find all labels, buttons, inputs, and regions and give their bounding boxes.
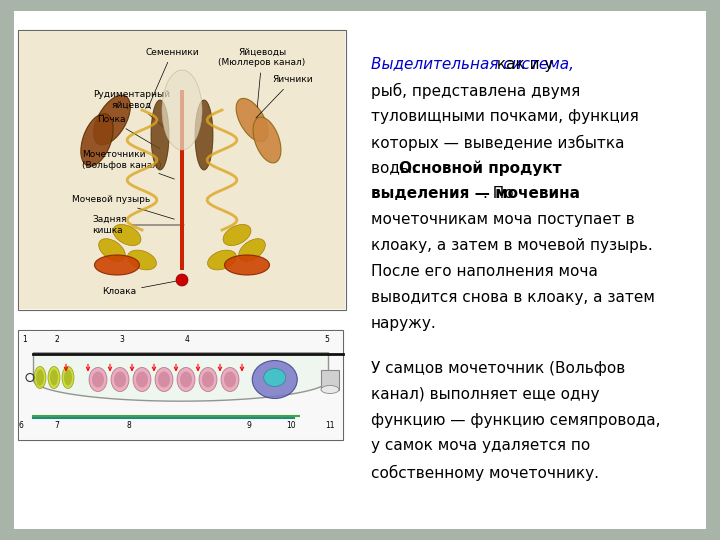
Text: воды.: воды. bbox=[371, 160, 421, 176]
Ellipse shape bbox=[94, 255, 140, 275]
Text: 1: 1 bbox=[22, 335, 27, 344]
Text: Мочевой пузырь: Мочевой пузырь bbox=[72, 195, 174, 219]
Ellipse shape bbox=[48, 367, 60, 388]
Text: 6: 6 bbox=[19, 422, 24, 430]
Ellipse shape bbox=[89, 368, 107, 392]
Ellipse shape bbox=[62, 367, 74, 388]
Ellipse shape bbox=[195, 100, 213, 170]
Ellipse shape bbox=[221, 368, 239, 392]
Text: Основной продукт: Основной продукт bbox=[399, 160, 562, 176]
Ellipse shape bbox=[113, 225, 141, 246]
Text: 2: 2 bbox=[55, 335, 59, 344]
Ellipse shape bbox=[36, 369, 44, 386]
Ellipse shape bbox=[136, 372, 148, 388]
Text: 4: 4 bbox=[184, 335, 189, 344]
Text: рыб, представлена двумя: рыб, представлена двумя bbox=[371, 83, 580, 99]
Text: Мочеточники
(Вольфов канал): Мочеточники (Вольфов канал) bbox=[82, 150, 174, 179]
Text: 3: 3 bbox=[120, 335, 125, 344]
Text: функцию — функцию семяпровода,: функцию — функцию семяпровода, bbox=[371, 413, 660, 428]
Bar bbox=[180, 90, 184, 270]
Ellipse shape bbox=[92, 372, 104, 388]
Text: После его наполнения моча: После его наполнения моча bbox=[371, 264, 598, 279]
Ellipse shape bbox=[252, 361, 297, 399]
Bar bbox=[19, 31, 345, 309]
Text: Яйцеводы
(Мюллеров канал): Яйцеводы (Мюллеров канал) bbox=[218, 48, 305, 107]
Text: . По: . По bbox=[483, 186, 514, 201]
Ellipse shape bbox=[253, 117, 281, 163]
Ellipse shape bbox=[94, 95, 130, 145]
Ellipse shape bbox=[155, 368, 173, 392]
Text: Выделительная система,: Выделительная система, bbox=[371, 57, 574, 72]
Text: Семенники: Семенники bbox=[145, 48, 199, 107]
Ellipse shape bbox=[34, 367, 46, 388]
Text: выводится снова в клоаку, а затем: выводится снова в клоаку, а затем bbox=[371, 290, 654, 305]
Text: Задняя
кишка: Задняя кишка bbox=[92, 215, 184, 235]
Bar bbox=[18, 330, 343, 440]
Ellipse shape bbox=[151, 100, 169, 170]
Bar bbox=[19, 331, 342, 439]
Ellipse shape bbox=[111, 368, 129, 392]
Ellipse shape bbox=[177, 368, 195, 392]
Ellipse shape bbox=[158, 372, 170, 388]
Text: которых — выведение избытка: которых — выведение избытка bbox=[371, 134, 624, 151]
Ellipse shape bbox=[127, 250, 156, 270]
Text: как и у: как и у bbox=[492, 57, 553, 72]
Ellipse shape bbox=[81, 114, 113, 166]
Ellipse shape bbox=[264, 368, 286, 387]
Text: наружу.: наружу. bbox=[371, 316, 436, 331]
Text: клоаку, а затем в мочевой пузырь.: клоаку, а затем в мочевой пузырь. bbox=[371, 238, 652, 253]
Ellipse shape bbox=[223, 225, 251, 246]
Ellipse shape bbox=[321, 386, 339, 394]
Ellipse shape bbox=[207, 250, 236, 270]
Text: туловищными почками, функция: туловищными почками, функция bbox=[371, 109, 639, 124]
Ellipse shape bbox=[225, 255, 269, 275]
Text: канал) выполняет еще одну: канал) выполняет еще одну bbox=[371, 387, 599, 402]
Ellipse shape bbox=[202, 372, 214, 388]
Text: Рудиментарный
яйцевод: Рудиментарный яйцевод bbox=[94, 90, 171, 128]
Text: 9: 9 bbox=[246, 422, 251, 430]
Ellipse shape bbox=[133, 368, 151, 392]
Ellipse shape bbox=[114, 372, 126, 388]
Text: 7: 7 bbox=[55, 422, 60, 430]
Ellipse shape bbox=[50, 369, 58, 386]
Text: Клоака: Клоака bbox=[102, 280, 179, 296]
Ellipse shape bbox=[99, 239, 125, 261]
Bar bbox=[18, 30, 346, 310]
Text: выделения — мочевина: выделения — мочевина bbox=[371, 186, 580, 201]
Ellipse shape bbox=[64, 369, 72, 386]
Text: У самцов мочеточник (Вольфов: У самцов мочеточник (Вольфов bbox=[371, 361, 625, 376]
Ellipse shape bbox=[199, 368, 217, 392]
Ellipse shape bbox=[236, 98, 268, 141]
Bar bbox=[321, 369, 339, 389]
Ellipse shape bbox=[180, 372, 192, 388]
Text: мочеточникам моча поступает в: мочеточникам моча поступает в bbox=[371, 212, 634, 227]
Ellipse shape bbox=[238, 239, 266, 261]
Text: 10: 10 bbox=[286, 422, 296, 430]
Ellipse shape bbox=[224, 372, 236, 388]
Text: Яичники: Яичники bbox=[256, 76, 312, 118]
Text: собственному мочеточнику.: собственному мочеточнику. bbox=[371, 464, 599, 481]
Text: 8: 8 bbox=[126, 422, 131, 430]
Text: 11: 11 bbox=[325, 422, 335, 430]
Text: Почка: Почка bbox=[97, 116, 160, 148]
Text: 5: 5 bbox=[324, 335, 329, 344]
Ellipse shape bbox=[176, 274, 188, 286]
Text: у самок моча удаляется по: у самок моча удаляется по bbox=[371, 438, 590, 454]
Ellipse shape bbox=[162, 70, 202, 150]
